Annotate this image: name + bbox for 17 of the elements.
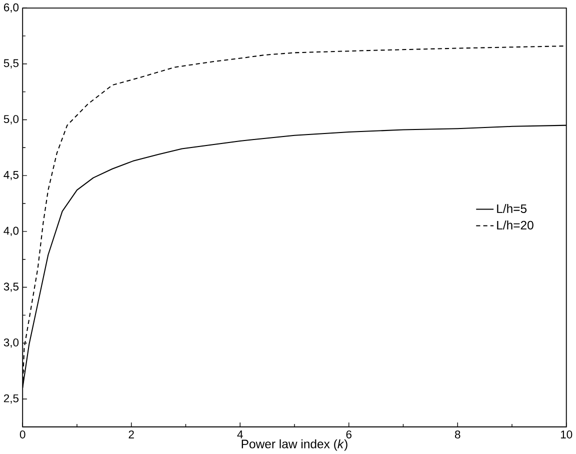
x-axis-title: Power law index (k) [242,439,348,451]
y-tick-label: 3,0 [4,338,19,348]
y-tick-label: 4,0 [4,226,19,236]
y-tick-label: 6,0 [4,3,19,13]
x-tick-label: 4 [237,430,243,438]
y-tick-label: 5,5 [4,59,19,68]
y-tick-label: 5,0 [4,115,19,124]
legend-label: L/h=5 [497,204,527,213]
y-tick-label: 3,5 [4,282,19,292]
x-tick-label: 10 [560,430,572,438]
x-tick-label: 8 [454,430,460,438]
y-tick-label: 4,5 [4,170,19,180]
legend-label: L/h=20 [497,220,534,230]
x-tick-label: 2 [128,430,134,438]
x-tick-label: 6 [346,430,352,438]
y-tick-label: 2,5 [4,394,19,404]
x-tick-label: 0 [20,430,26,438]
